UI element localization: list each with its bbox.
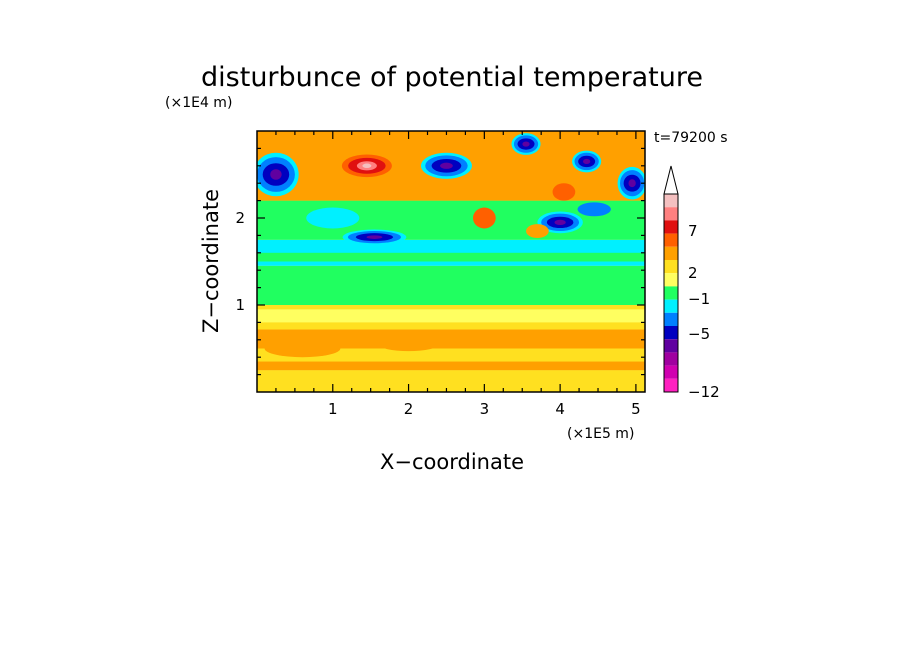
colorbar-swatch <box>664 194 678 208</box>
plot-area <box>257 131 645 392</box>
colorbar-swatch <box>664 365 678 379</box>
contour-region <box>366 235 383 239</box>
colorbar: 7 2 −1 −5 −12 <box>663 165 720 401</box>
contour-region <box>499 178 530 197</box>
contour-region <box>306 207 360 229</box>
x-axis: 1 2 3 4 5 <box>275 131 641 418</box>
colorbar-label: 2 <box>688 264 698 282</box>
colorbar-swatch <box>664 273 678 287</box>
contour-region <box>522 141 530 147</box>
colorbar-swatch <box>664 339 678 353</box>
colorbar-swatch <box>664 286 678 300</box>
plot-frame <box>256 130 646 393</box>
contour-region <box>583 158 591 165</box>
contour-region <box>628 179 636 188</box>
x-tick-label: 3 <box>480 400 490 418</box>
contour-region <box>362 163 372 169</box>
y-tick-label: 2 <box>235 209 245 227</box>
colorbar-swatch <box>664 326 678 340</box>
contour-region <box>526 224 549 239</box>
contour-region <box>264 339 341 358</box>
colorbar-swatch <box>664 352 678 366</box>
field-band <box>257 309 645 323</box>
y-axis-label: Z−coordinate <box>199 189 223 333</box>
colorbar-swatch <box>664 260 678 274</box>
colorbar-label: −12 <box>688 383 720 401</box>
field-band <box>257 252 645 262</box>
contour-region <box>472 207 496 229</box>
x-unit-label: (×1E5 m) <box>567 426 634 442</box>
colorbar-swatch <box>664 233 678 247</box>
colorbar-frame <box>663 193 679 393</box>
colorbar-label: −5 <box>688 325 710 343</box>
colorbar-swatch <box>664 246 678 260</box>
x-axis-label: X−coordinate <box>380 450 524 474</box>
colorbar-swatch <box>664 299 678 313</box>
contour-region <box>577 202 611 217</box>
chart-title: disturbunce of potential temperature <box>201 62 703 93</box>
x-tick-label: 5 <box>631 400 641 418</box>
y-unit-label: (×1E4 m) <box>165 95 232 111</box>
x-tick-label: 1 <box>328 400 338 418</box>
y-axis: 12 <box>235 147 645 376</box>
colorbar-swatch <box>664 378 678 392</box>
colorbar-extend-arrow <box>663 165 679 195</box>
contour-region <box>554 219 566 225</box>
x-tick-label: 4 <box>555 400 565 418</box>
colorbar-label: −1 <box>688 290 710 308</box>
colorbar-swatch <box>664 312 678 326</box>
colorbar-label: 7 <box>688 222 698 240</box>
x-tick-label: 2 <box>404 400 414 418</box>
field-band <box>257 348 645 362</box>
contour-region <box>440 162 453 169</box>
time-label: t=79200 s <box>654 130 728 146</box>
contour-region <box>552 183 576 201</box>
field-band <box>257 265 645 305</box>
colorbar-swatch <box>664 207 678 221</box>
colorbar-swatch <box>664 220 678 234</box>
contour-region <box>270 169 282 180</box>
y-tick-label: 1 <box>235 296 245 314</box>
field-band <box>257 370 645 392</box>
contour-region <box>378 337 439 352</box>
